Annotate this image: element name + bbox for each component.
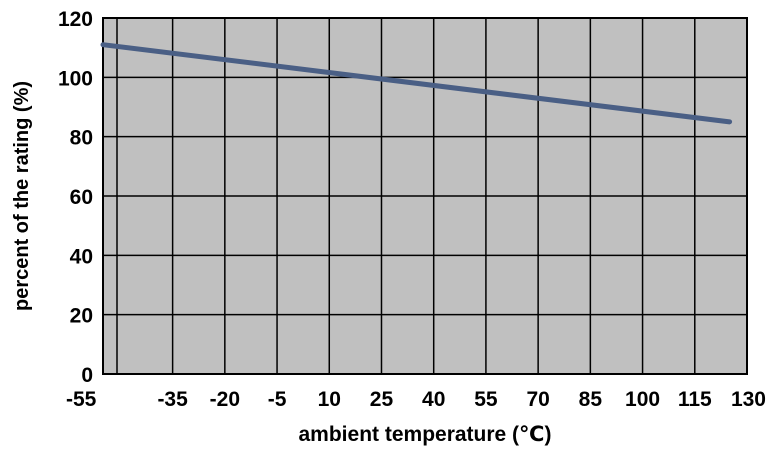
x-axis-label: ambient temperature (℃)	[299, 423, 552, 446]
y-tick-label-1: 20	[70, 305, 93, 328]
x-tick-label-0: -55	[66, 388, 97, 411]
y-tick-label-5: 100	[58, 67, 93, 90]
y-axis-label: percent of the rating (%)	[11, 81, 33, 311]
y-tick-label-6: 120	[58, 8, 93, 31]
x-tick-label-9: 85	[579, 388, 603, 411]
x-tick-label-2: -20	[210, 388, 240, 411]
x-tick-label-4: 10	[318, 388, 341, 411]
x-tick-label-7: 55	[474, 388, 498, 411]
x-tick-label-5: 25	[370, 388, 394, 411]
y-tick-label-0: 0	[81, 364, 93, 387]
x-tick-label-8: 70	[526, 388, 549, 411]
y-tick-label-2: 40	[70, 245, 93, 268]
x-tick-label-10: 100	[625, 388, 660, 411]
x-tick-label-12: 130	[731, 388, 766, 411]
plot-frame	[102, 17, 748, 375]
x-tick-label-6: 40	[422, 388, 445, 411]
x-tick-label-3: -5	[268, 388, 287, 411]
series-line-0	[100, 42, 733, 125]
y-tick-label-4: 80	[70, 127, 93, 150]
x-tick-label-11: 115	[678, 388, 712, 411]
y-tick-label-3: 60	[70, 186, 93, 209]
x-tick-label-1: -35	[157, 388, 188, 411]
